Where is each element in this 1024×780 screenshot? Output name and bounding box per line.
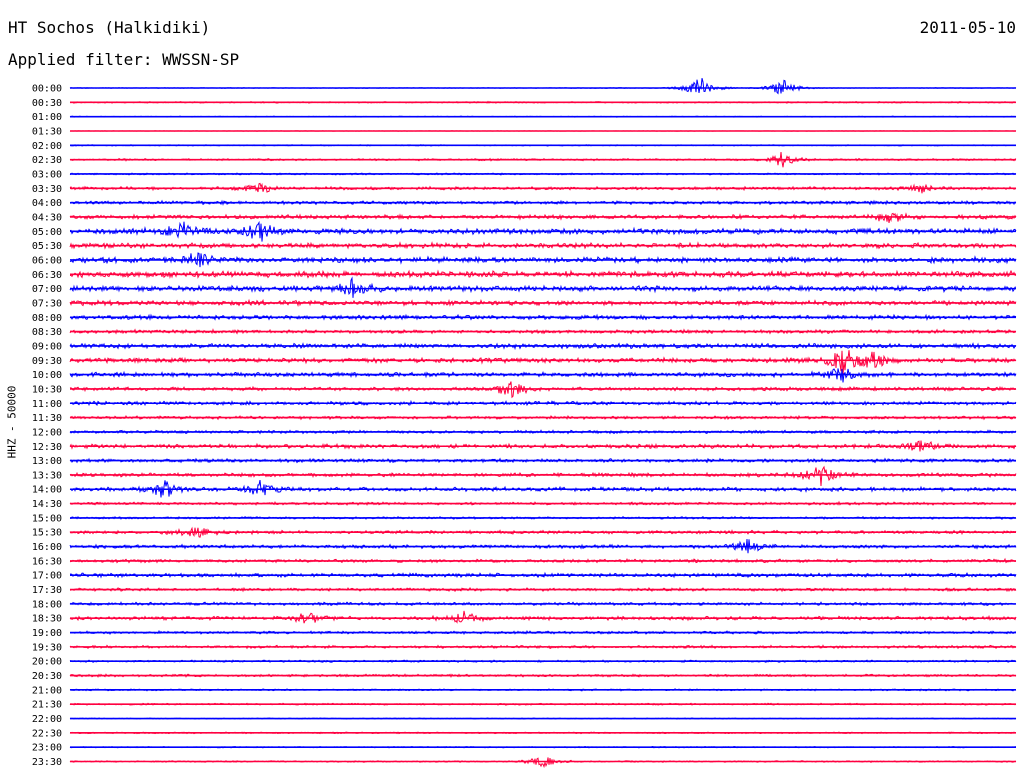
row-time-label: 17:30 xyxy=(32,585,62,596)
row-time-label: 10:30 xyxy=(32,384,62,395)
row-time-label: 08:30 xyxy=(32,327,62,338)
row-time-label: 04:00 xyxy=(32,198,62,209)
row-time-label: 01:00 xyxy=(32,112,62,123)
row-time-label: 12:00 xyxy=(32,427,62,438)
row-time-label: 06:30 xyxy=(32,270,62,281)
row-time-label: 02:00 xyxy=(32,141,62,152)
trace-line xyxy=(69,368,1017,383)
date-label: 2011-05-10 xyxy=(919,18,1016,37)
row-time-label: 21:00 xyxy=(32,685,62,696)
row-time-label: 07:00 xyxy=(32,284,62,295)
row-time-label: 17:00 xyxy=(32,571,62,582)
row-time-label: 13:30 xyxy=(32,470,62,481)
row-time-label: 16:00 xyxy=(32,542,62,553)
row-time-label: 08:00 xyxy=(32,313,62,324)
row-time-label: 20:30 xyxy=(32,671,62,682)
row-time-label: 00:30 xyxy=(32,98,62,109)
row-time-label: 03:00 xyxy=(32,169,62,180)
trace-line xyxy=(69,610,1017,624)
station-title: HT Sochos (Halkidiki) xyxy=(8,18,211,37)
row-time-label: 15:00 xyxy=(32,513,62,524)
row-time-label: 14:00 xyxy=(32,485,62,496)
row-time-label: 05:00 xyxy=(32,227,62,238)
row-time-label: 13:00 xyxy=(32,456,62,467)
row-time-label: 04:30 xyxy=(32,212,62,223)
row-time-label: 00:00 xyxy=(32,84,62,95)
filter-label: Applied filter: WWSSN-SP xyxy=(8,50,240,69)
row-time-label: 01:30 xyxy=(32,126,62,137)
trace-line xyxy=(69,350,1017,375)
row-time-label: 03:30 xyxy=(32,184,62,195)
row-time-label: 15:30 xyxy=(32,528,62,539)
row-time-label: 11:30 xyxy=(32,413,62,424)
row-time-label: 05:30 xyxy=(32,241,62,252)
trace-line xyxy=(69,465,1017,487)
row-time-label: 12:30 xyxy=(32,442,62,453)
row-time-label: 16:30 xyxy=(32,556,62,567)
row-time-label: 21:30 xyxy=(32,700,62,711)
row-time-label: 19:30 xyxy=(32,642,62,653)
row-time-label: 02:30 xyxy=(32,155,62,166)
row-time-label: 10:00 xyxy=(32,370,62,381)
row-time-label: 07:30 xyxy=(32,298,62,309)
row-time-label: 20:00 xyxy=(32,657,62,668)
row-time-label: 09:00 xyxy=(32,341,62,352)
row-time-label: 23:30 xyxy=(32,757,62,768)
row-time-label: 22:30 xyxy=(32,728,62,739)
row-time-label: 19:00 xyxy=(32,628,62,639)
trace-line xyxy=(69,78,1017,95)
row-time-label: 18:00 xyxy=(32,599,62,610)
row-time-label: 22:00 xyxy=(32,714,62,725)
trace-line xyxy=(69,212,1017,224)
row-time-label: 09:30 xyxy=(32,356,62,367)
row-time-label: 23:00 xyxy=(32,743,62,754)
row-time-label: 06:00 xyxy=(32,255,62,266)
row-time-label: 18:30 xyxy=(32,614,62,625)
row-time-label: 14:30 xyxy=(32,499,62,510)
row-time-label: 11:00 xyxy=(32,399,62,410)
